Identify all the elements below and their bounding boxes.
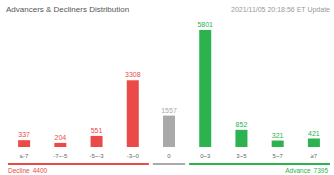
distribution-segment bbox=[189, 163, 330, 165]
bar bbox=[54, 143, 66, 147]
data-label: 421 bbox=[308, 130, 320, 137]
subtitle: 2021/11/05 20:18:56 ET Update bbox=[231, 6, 330, 14]
category-label: -7~-5 bbox=[53, 153, 68, 159]
data-label: 204 bbox=[54, 134, 66, 141]
category-label: ≤-7 bbox=[20, 153, 29, 159]
summary-label: Decline4400 bbox=[8, 167, 48, 174]
category-label: 3~5 bbox=[236, 153, 247, 159]
bars bbox=[18, 30, 320, 147]
data-label: 852 bbox=[236, 121, 248, 128]
data-label: 5801 bbox=[197, 21, 213, 28]
category-label: -3~0 bbox=[127, 153, 140, 159]
bar bbox=[235, 130, 247, 147]
title: Advancers & Decliners Distribution bbox=[6, 5, 129, 14]
data-label: 551 bbox=[91, 127, 103, 134]
category-label: -5~-3 bbox=[89, 153, 104, 159]
summary-value: 7395 bbox=[314, 167, 329, 174]
data-label: 3308 bbox=[125, 71, 141, 78]
bar bbox=[127, 80, 139, 147]
bar bbox=[91, 136, 103, 147]
data-label: 321 bbox=[272, 132, 284, 139]
category-label: 0 bbox=[167, 153, 171, 159]
data-label: 1557 bbox=[161, 107, 177, 114]
chart: Advancers & Decliners Distribution 2021/1… bbox=[0, 0, 334, 175]
data-label: 337 bbox=[18, 131, 30, 138]
summary-label: Advance7395 bbox=[285, 167, 328, 174]
bar bbox=[18, 140, 30, 147]
category-label: 5~7 bbox=[273, 153, 284, 159]
category-label: ≥7 bbox=[311, 153, 318, 159]
summary-name: Advance bbox=[285, 167, 311, 174]
summary-value: 4400 bbox=[33, 167, 48, 174]
summary-name: Decline bbox=[8, 167, 30, 174]
category-label: 0~3 bbox=[200, 153, 211, 159]
distribution-segment bbox=[8, 163, 149, 165]
bar bbox=[199, 30, 211, 147]
bar bbox=[308, 139, 320, 147]
bar bbox=[163, 116, 175, 147]
bar bbox=[272, 141, 284, 147]
distribution-segment bbox=[153, 163, 185, 165]
